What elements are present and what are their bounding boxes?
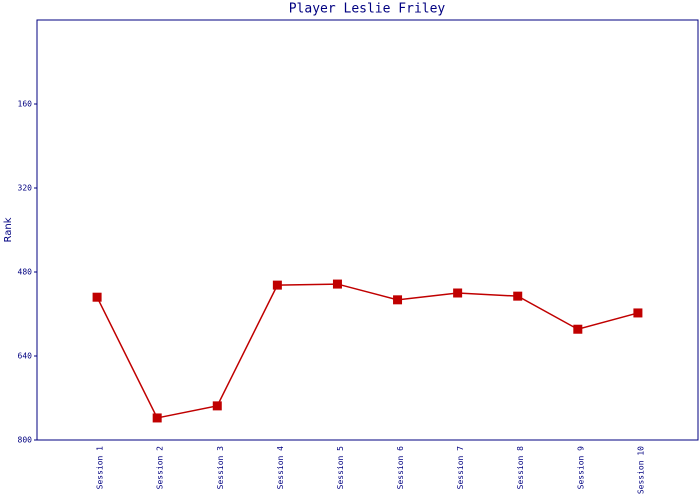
- x-tick-label: Session 8: [516, 446, 525, 490]
- data-point: [92, 292, 102, 302]
- data-point: [513, 291, 523, 301]
- data-point: [332, 279, 342, 289]
- x-tick-label: Session 1: [96, 446, 105, 490]
- data-point: [453, 288, 463, 298]
- x-tick-label: Session 5: [336, 446, 345, 490]
- y-tick-label: 160: [18, 100, 33, 109]
- x-tick-label: Session 9: [576, 446, 585, 490]
- series-line: [96, 283, 639, 419]
- data-point: [633, 308, 643, 318]
- y-tick-label: 640: [18, 352, 33, 361]
- data-point: [272, 280, 282, 290]
- data-point: [393, 295, 403, 305]
- x-tick-label: Session 3: [216, 446, 225, 490]
- x-tick-label: Session 2: [156, 446, 165, 490]
- plot-frame: [36, 19, 699, 441]
- x-tick-label: Session 6: [396, 446, 405, 490]
- y-axis-title: Rank: [3, 217, 14, 242]
- x-tick-label: Session 10: [636, 446, 645, 494]
- y-tick-label: 320: [18, 184, 33, 193]
- y-tick-label: 480: [18, 268, 33, 277]
- x-tick-label: Session 4: [276, 446, 285, 490]
- data-point: [152, 413, 162, 423]
- y-tick-label: 800: [18, 436, 33, 445]
- data-point: [573, 324, 583, 334]
- x-tick-label: Session 7: [456, 446, 465, 490]
- chart-title: Player Leslie Friley: [289, 2, 446, 17]
- data-point: [212, 401, 222, 411]
